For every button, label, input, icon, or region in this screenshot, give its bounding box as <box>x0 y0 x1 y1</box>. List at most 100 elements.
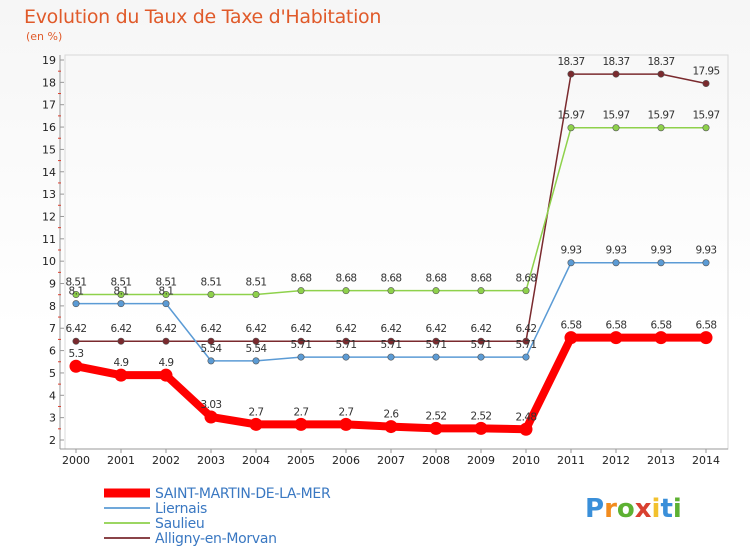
series-point-3 <box>432 337 440 345</box>
data-label: 6.42 <box>201 323 222 335</box>
series-point-3 <box>297 337 305 345</box>
data-label: 15.97 <box>602 110 629 122</box>
series-point-3 <box>252 337 260 345</box>
data-label: 17.95 <box>692 65 719 77</box>
series-point-1 <box>387 353 395 361</box>
y-tick-label: 18 <box>42 76 56 89</box>
series-point-1 <box>72 300 80 308</box>
x-tick-label: 2001 <box>107 454 135 467</box>
legend-label-2: Saulieu <box>155 516 205 532</box>
y-tick-label: 9 <box>49 278 56 291</box>
series-point-0 <box>204 410 218 424</box>
data-label: 3.03 <box>201 399 222 411</box>
chart-title: Evolution du Taux de Taxe d'Habitation <box>24 6 382 28</box>
series-point-0 <box>339 417 353 431</box>
data-label: 6.42 <box>156 323 177 335</box>
y-tick-label: 15 <box>42 143 56 156</box>
data-label: 8.1 <box>69 286 84 298</box>
x-tick-label: 2009 <box>467 454 495 467</box>
data-label: 6.42 <box>111 323 132 335</box>
x-tick-label: 2012 <box>602 454 630 467</box>
x-tick-label: 2005 <box>287 454 315 467</box>
x-tick-label: 2008 <box>422 454 450 467</box>
series-point-1 <box>477 353 485 361</box>
series-point-3 <box>72 337 80 345</box>
data-label: 8.51 <box>156 276 177 288</box>
series-point-3 <box>477 337 485 345</box>
data-label: 5.71 <box>291 339 312 351</box>
data-label: 9.93 <box>606 245 627 257</box>
data-label: 6.42 <box>66 323 87 335</box>
data-label: 18.37 <box>602 56 629 68</box>
x-tick-label: 2007 <box>377 454 405 467</box>
series-point-2 <box>657 124 665 132</box>
series-point-1 <box>117 300 125 308</box>
data-label: 8.68 <box>471 273 492 285</box>
data-label: 5.71 <box>336 339 357 351</box>
data-label: 2.52 <box>471 410 492 422</box>
series-point-0 <box>114 368 128 382</box>
data-label: 6.42 <box>471 323 492 335</box>
series-point-3 <box>387 337 395 345</box>
data-label: 2.7 <box>294 406 309 418</box>
data-label: 15.97 <box>557 110 584 122</box>
data-label: 8.68 <box>336 273 357 285</box>
data-label: 15.97 <box>692 110 719 122</box>
series-point-3 <box>657 70 665 78</box>
series-point-2 <box>297 287 305 295</box>
data-label: 4.9 <box>159 357 174 369</box>
series-point-3 <box>162 337 170 345</box>
data-label: 18.37 <box>557 56 584 68</box>
data-label: 6.58 <box>651 320 672 332</box>
data-label: 6.58 <box>696 320 717 332</box>
data-label: 4.9 <box>114 357 129 369</box>
series-point-3 <box>207 337 215 345</box>
series-point-0 <box>69 359 83 373</box>
data-label: 8.68 <box>516 273 537 285</box>
y-tick-label: 12 <box>42 210 56 223</box>
series-point-2 <box>162 290 170 298</box>
data-label: 5.3 <box>69 348 84 360</box>
series-point-1 <box>162 300 170 308</box>
series-point-1 <box>342 353 350 361</box>
data-label: 6.42 <box>426 323 447 335</box>
series-point-1 <box>522 353 530 361</box>
y-tick-label: 8 <box>49 300 56 313</box>
data-label: 5.71 <box>516 339 537 351</box>
logo-letter: i <box>652 494 661 524</box>
series-point-1 <box>297 353 305 361</box>
y-tick-label: 2 <box>49 434 56 447</box>
series-point-2 <box>612 124 620 132</box>
x-tick-label: 2010 <box>512 454 540 467</box>
x-tick-label: 2013 <box>647 454 675 467</box>
x-tick-label: 2014 <box>692 454 720 467</box>
x-tick-label: 2003 <box>197 454 225 467</box>
data-label: 8.51 <box>201 276 222 288</box>
data-label: 2.7 <box>339 406 354 418</box>
series-point-0 <box>519 422 533 436</box>
data-label: 8.68 <box>426 273 447 285</box>
series-point-1 <box>252 357 260 365</box>
y-tick-label: 4 <box>49 389 56 402</box>
data-label: 2.52 <box>426 410 447 422</box>
data-label: 6.42 <box>246 323 267 335</box>
series-point-0 <box>609 331 623 345</box>
series-point-3 <box>117 337 125 345</box>
chart-subtitle: (en %) <box>26 30 63 43</box>
data-label: 5.54 <box>246 343 268 355</box>
y-tick-label: 11 <box>42 233 56 246</box>
data-label: 9.93 <box>561 245 582 257</box>
data-label: 8.51 <box>111 276 132 288</box>
data-label: 6.58 <box>606 320 627 332</box>
y-tick-label: 13 <box>42 188 56 201</box>
legend-label-0: SAINT-MARTIN-DE-LA-MER <box>155 486 331 502</box>
series-point-1 <box>657 259 665 267</box>
data-label: 5.54 <box>201 343 223 355</box>
y-tick-label: 17 <box>42 99 56 112</box>
data-label: 18.37 <box>647 56 674 68</box>
data-label: 6.42 <box>381 323 402 335</box>
series-point-0 <box>654 331 668 345</box>
logo-letter: t <box>660 494 672 524</box>
series-point-0 <box>699 331 713 345</box>
